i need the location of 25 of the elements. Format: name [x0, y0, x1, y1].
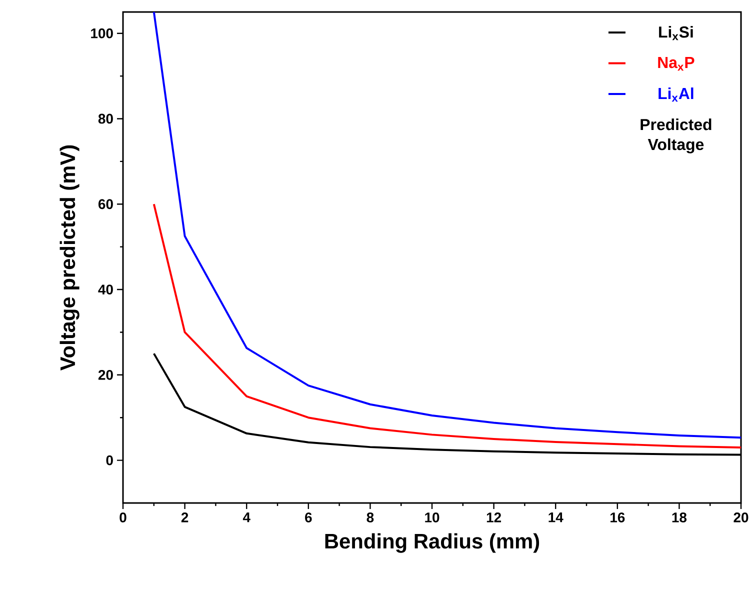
y-tick-label: 60: [98, 199, 113, 210]
y-tick-label: 40: [98, 284, 113, 294]
y-tick-label: 100: [91, 28, 113, 38]
x-tick-label: 16: [610, 512, 625, 522]
x-tick-label: 10: [425, 512, 440, 522]
x-tick-label: 14: [548, 512, 564, 522]
line-series: [152, 203, 742, 448]
y-tick-label: 0: [106, 455, 113, 466]
x-tick-label: 12: [486, 512, 502, 522]
x-axis-title: Bending Radius (mm): [325, 533, 540, 553]
x-tick-label: 6: [305, 512, 312, 522]
y-tick-label: 80: [98, 114, 113, 124]
x-tick-label: 8: [366, 512, 374, 522]
line-series: [152, 10, 742, 439]
legend-label: Na$_{x}$P: [658, 57, 694, 71]
legend-label: Li$_{x}$Al: [658, 87, 694, 102]
x-tick-label: 4: [242, 512, 250, 522]
x-tick-label: 20: [734, 512, 748, 522]
y-axis-title: Voltage predicted (mV): [60, 145, 80, 371]
x-tick-label: 2: [181, 512, 188, 522]
x-tick-label: 18: [672, 512, 687, 522]
legend-title: Predicted Voltage: [640, 118, 712, 154]
legend-label: Li$_{x}$Si: [659, 26, 693, 40]
x-tick-label: 0: [120, 512, 126, 522]
y-tick-label: 20: [98, 370, 113, 380]
